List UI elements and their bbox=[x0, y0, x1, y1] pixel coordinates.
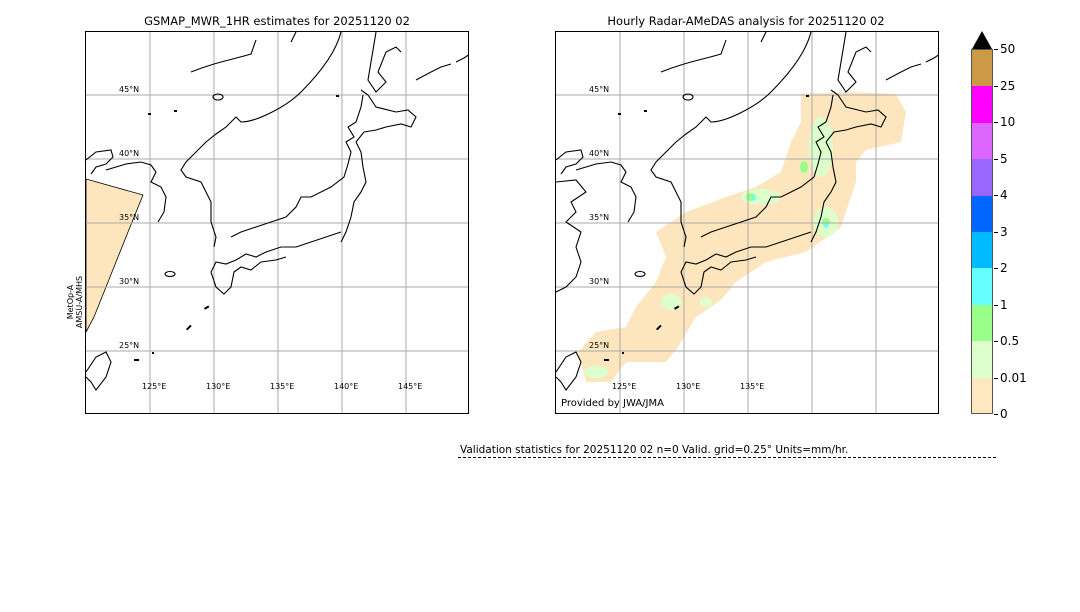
right-map-canvas bbox=[556, 32, 938, 413]
left-lat-label-35: 35°N bbox=[119, 213, 140, 222]
colorbar-tick-10: 10 bbox=[994, 115, 1015, 129]
left-lon-label-135: 135°E bbox=[270, 382, 295, 391]
right-lon-label-135: 135°E bbox=[740, 382, 765, 391]
colorbar-seg-1-2 bbox=[972, 268, 992, 305]
colorbar-tick-25: 25 bbox=[994, 79, 1015, 93]
colorbar-seg-10-25 bbox=[972, 86, 992, 123]
left-map-canvas bbox=[86, 32, 468, 413]
colorbar-tick-1: 1 bbox=[994, 298, 1008, 312]
colorbar-tick-0: 0 bbox=[994, 407, 1008, 421]
right-lat-label-35: 35°N bbox=[589, 213, 610, 222]
left-lat-label-25: 25°N bbox=[119, 341, 140, 350]
left-lat-label-30: 30°N bbox=[119, 277, 140, 286]
left-lon-label-145: 145°E bbox=[398, 382, 423, 391]
colorbar-tick-2: 2 bbox=[994, 261, 1008, 275]
left-lon-label-140: 140°E bbox=[334, 382, 359, 391]
colorbar-tick-0.5: 0.5 bbox=[994, 334, 1019, 348]
colorbar-tick-4: 4 bbox=[994, 188, 1008, 202]
colorbar-extend-arrow-icon bbox=[972, 31, 992, 49]
colorbar-seg-0.5-1 bbox=[972, 304, 992, 342]
validation-statistics: Validation statistics for 20251120 02 n=… bbox=[460, 444, 849, 456]
colorbar-seg-0-0.01 bbox=[972, 377, 992, 413]
right-lat-label-40: 40°N bbox=[589, 149, 610, 158]
colorbar-seg-3-4 bbox=[972, 195, 992, 232]
islands bbox=[604, 95, 809, 361]
coastlines bbox=[86, 32, 468, 391]
colorbar-seg-0.01-0.5 bbox=[972, 341, 992, 378]
colorbar-tick-3: 3 bbox=[994, 225, 1008, 239]
left-map-panel bbox=[85, 31, 469, 414]
left-lat-label-40: 40°N bbox=[119, 149, 140, 158]
data-credit: Provided by JWA/JMA bbox=[561, 398, 664, 409]
satellite-swath bbox=[86, 178, 144, 333]
colorbar-tick-0.01: 0.01 bbox=[994, 371, 1027, 385]
left-lat-label-45: 45°N bbox=[119, 85, 140, 94]
right-map-title: Hourly Radar-AMeDAS analysis for 2025112… bbox=[607, 14, 885, 28]
left-lon-label-130: 130°E bbox=[206, 382, 231, 391]
colorbar-seg-4-5 bbox=[972, 159, 992, 196]
dashed-divider bbox=[458, 457, 996, 458]
right-lon-label-125: 125°E bbox=[612, 382, 637, 391]
right-lat-label-30: 30°N bbox=[589, 277, 610, 286]
colorbar bbox=[971, 49, 993, 414]
coastlines bbox=[556, 32, 938, 391]
sensor-label: MetOp-A AMSU-A/MHS bbox=[66, 274, 84, 330]
sensor-label-line2: AMSU-A/MHS bbox=[75, 275, 84, 329]
islands bbox=[134, 95, 339, 361]
colorbar-tick-5: 5 bbox=[994, 152, 1008, 166]
right-lat-label-25: 25°N bbox=[589, 341, 610, 350]
precip-area-light bbox=[578, 92, 906, 382]
right-map-panel bbox=[555, 31, 939, 414]
left-map-title: GSMAP_MWR_1HR estimates for 20251120 02 bbox=[144, 14, 410, 28]
sensor-label-line1: MetOp-A bbox=[66, 284, 75, 320]
right-lat-label-45: 45°N bbox=[589, 85, 610, 94]
right-lon-label-130: 130°E bbox=[676, 382, 701, 391]
colorbar-seg-25-50 bbox=[972, 50, 992, 87]
colorbar-seg-2-3 bbox=[972, 232, 992, 269]
colorbar-tick-50: 50 bbox=[994, 42, 1015, 56]
colorbar-seg-5-10 bbox=[972, 122, 992, 160]
left-lon-label-125: 125°E bbox=[142, 382, 167, 391]
